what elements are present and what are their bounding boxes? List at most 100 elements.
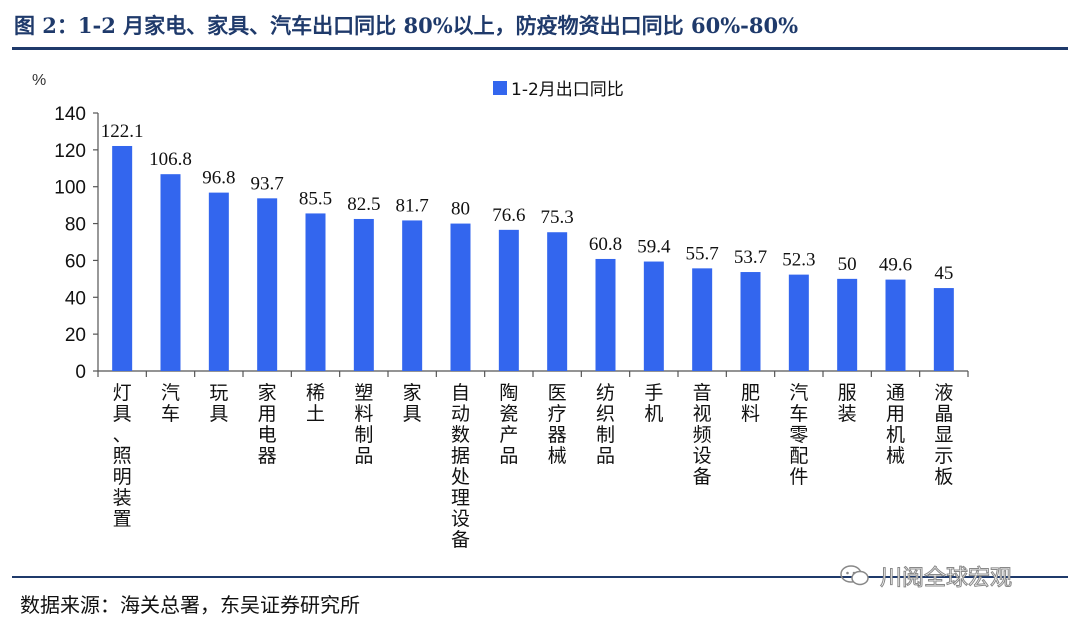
data-label: 52.3: [782, 250, 815, 271]
category-label: 服装: [838, 382, 857, 425]
svg-text:自: 自: [451, 382, 470, 404]
footer-rule: [12, 576, 1068, 578]
svg-text:处: 处: [451, 466, 470, 488]
svg-text:通: 通: [886, 382, 905, 404]
data-label: 76.6: [492, 205, 525, 226]
chat-bubble-icon: [840, 565, 869, 586]
svg-text:频: 频: [693, 424, 712, 446]
data-label: 59.4: [637, 237, 671, 258]
bar: [112, 145, 133, 371]
bar: [885, 279, 906, 371]
svg-text:纺: 纺: [596, 382, 615, 404]
svg-text:用: 用: [886, 403, 905, 425]
bar: [692, 268, 713, 371]
data-label: 53.7: [734, 247, 767, 268]
svg-text:家: 家: [403, 382, 422, 404]
svg-text:汽: 汽: [161, 382, 180, 404]
svg-text:液: 液: [934, 382, 953, 404]
svg-text:板: 板: [934, 466, 953, 488]
y-tick-label: 120: [54, 141, 86, 162]
svg-text:塑: 塑: [354, 382, 373, 404]
svg-text:车: 车: [161, 403, 180, 425]
y-tick-label: 80: [65, 215, 86, 236]
svg-text:零: 零: [789, 424, 808, 446]
category-label: 玩具: [209, 382, 228, 425]
svg-text:设: 设: [451, 508, 470, 530]
bar: [595, 258, 616, 371]
data-label: 55.7: [686, 243, 719, 264]
bar: [498, 229, 519, 371]
legend-swatch: [493, 81, 507, 95]
svg-text:陶: 陶: [499, 382, 518, 404]
bar: [208, 192, 229, 371]
svg-text:机: 机: [886, 424, 905, 446]
svg-text:设: 设: [693, 445, 712, 467]
watermark-text: 川阅全球宏观: [879, 566, 1013, 592]
svg-text:理: 理: [451, 487, 470, 509]
svg-text:灯: 灯: [113, 382, 132, 404]
bar: [402, 220, 423, 371]
svg-text:具: 具: [113, 403, 132, 425]
svg-text:器: 器: [548, 424, 567, 446]
svg-text:服: 服: [838, 382, 857, 404]
legend-label: 1-2月出口同比: [511, 80, 624, 100]
svg-text:车: 车: [789, 403, 808, 425]
svg-text:用: 用: [258, 403, 277, 425]
source-note: 数据来源：海关总署，东吴证券研究所: [20, 593, 360, 617]
bar: [643, 261, 664, 371]
data-label: 85.5: [299, 188, 332, 209]
svg-text:瓷: 瓷: [499, 403, 518, 425]
bar: [788, 274, 809, 371]
y-tick-label: 0: [75, 362, 86, 383]
svg-text:织: 织: [596, 403, 615, 425]
svg-text:手: 手: [644, 382, 663, 404]
data-label: 106.8: [149, 149, 192, 170]
legend: 1-2月出口同比: [493, 80, 624, 100]
data-label: 49.6: [879, 255, 912, 276]
svg-text:稀: 稀: [306, 382, 325, 404]
bar: [933, 288, 954, 371]
data-label: 50: [838, 254, 857, 275]
bar: [450, 223, 471, 371]
svg-text:置: 置: [113, 508, 132, 530]
svg-text:视: 视: [693, 403, 712, 425]
svg-text:机: 机: [644, 403, 663, 425]
svg-text:照: 照: [113, 445, 132, 467]
svg-text:品: 品: [499, 445, 518, 467]
svg-text:品: 品: [596, 445, 615, 467]
bar: [837, 278, 858, 371]
figure-title: 图 2：1-2 月家电、家具、汽车出口同比 80%以上，防疫物资出口同比 60%…: [14, 13, 799, 38]
data-label: 80: [451, 199, 470, 220]
y-tick-label: 140: [54, 104, 86, 125]
category-label: 稀土: [306, 382, 325, 425]
bars: [112, 145, 954, 371]
svg-text:制: 制: [596, 424, 615, 446]
svg-text:料: 料: [741, 403, 760, 425]
y-unit-label: %: [32, 72, 46, 89]
svg-text:数: 数: [451, 424, 470, 446]
svg-text:械: 械: [548, 445, 567, 467]
data-label: 60.8: [589, 234, 622, 255]
svg-text:示: 示: [934, 445, 953, 467]
svg-text:备: 备: [451, 529, 470, 551]
bar: [740, 272, 761, 371]
svg-text:械: 械: [886, 445, 905, 467]
watermark: 川阅全球宏观: [840, 560, 1013, 592]
svg-text:音: 音: [693, 382, 712, 404]
bar: [305, 213, 326, 371]
data-label: 81.7: [396, 195, 429, 216]
data-label: 82.5: [347, 194, 380, 215]
data-label: 96.8: [202, 168, 235, 189]
category-label: 汽车: [161, 382, 180, 425]
